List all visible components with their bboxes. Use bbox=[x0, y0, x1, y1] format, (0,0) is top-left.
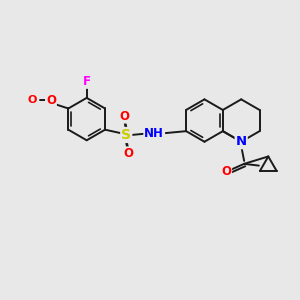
Text: O: O bbox=[27, 95, 37, 105]
Text: S: S bbox=[121, 128, 131, 142]
Text: F: F bbox=[83, 75, 91, 88]
Text: O: O bbox=[119, 110, 129, 123]
Text: O: O bbox=[221, 165, 231, 178]
Text: N: N bbox=[236, 135, 247, 148]
Text: O: O bbox=[123, 147, 133, 160]
Text: NH: NH bbox=[144, 127, 164, 140]
Text: O: O bbox=[46, 94, 56, 107]
